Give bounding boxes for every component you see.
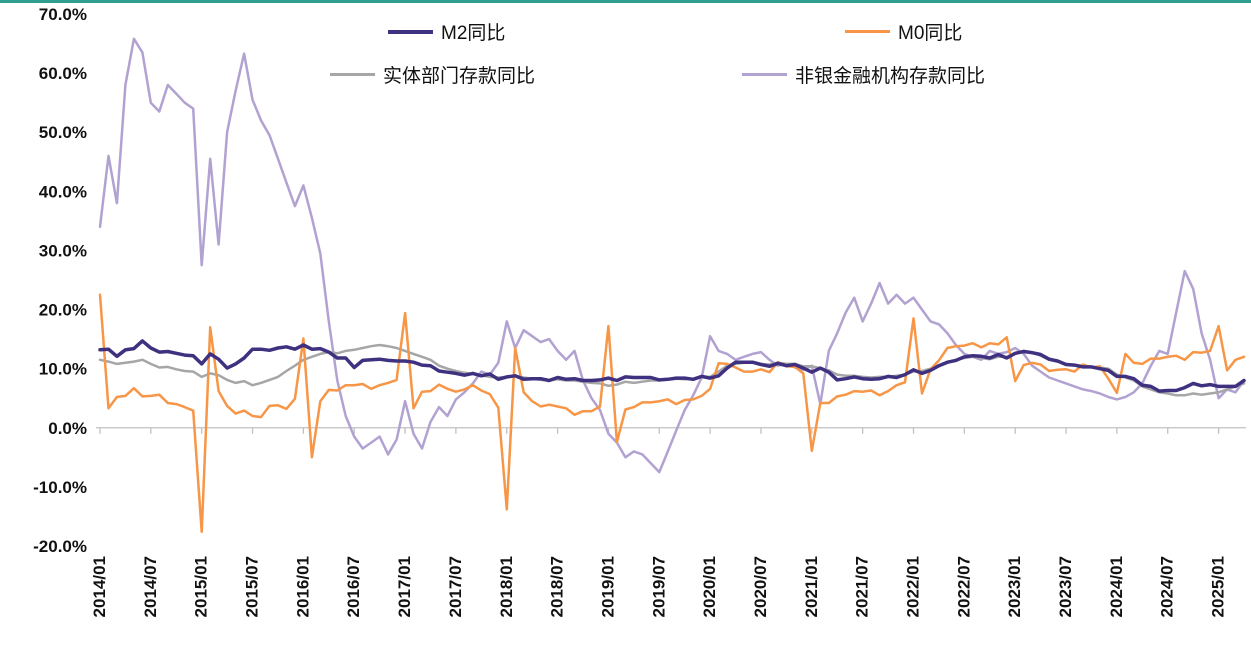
svg-text:40.0%: 40.0% <box>39 182 87 201</box>
legend-label-nonbank-deposits: 非银金融机构存款同比 <box>795 66 986 87</box>
svg-text:2022/01: 2022/01 <box>904 556 923 617</box>
svg-text:2018/01: 2018/01 <box>497 556 516 617</box>
top-border-line <box>0 0 1251 3</box>
svg-text:10.0%: 10.0% <box>39 360 87 379</box>
svg-text:0.0%: 0.0% <box>48 419 87 438</box>
svg-text:2021/01: 2021/01 <box>802 556 821 617</box>
svg-text:2017/07: 2017/07 <box>446 556 465 617</box>
svg-text:2023/01: 2023/01 <box>1005 556 1024 617</box>
svg-text:2020/07: 2020/07 <box>751 556 770 617</box>
svg-text:2017/01: 2017/01 <box>395 556 414 617</box>
svg-text:30.0%: 30.0% <box>39 241 87 260</box>
svg-text:2015/07: 2015/07 <box>243 556 262 617</box>
svg-text:20.0%: 20.0% <box>39 301 87 320</box>
svg-text:2019/07: 2019/07 <box>649 556 668 617</box>
svg-text:2016/01: 2016/01 <box>293 556 312 617</box>
svg-text:-20.0%: -20.0% <box>33 537 87 556</box>
svg-text:2014/07: 2014/07 <box>141 556 160 617</box>
legend-item-real-sector-deposits: 实体部门存款同比 <box>330 61 535 88</box>
legend-label-m2: M2同比 <box>441 23 506 44</box>
svg-text:2018/07: 2018/07 <box>548 556 567 617</box>
svg-text:70.0%: 70.0% <box>39 5 87 24</box>
svg-text:2014/01: 2014/01 <box>90 556 109 617</box>
legend-label-real-sector-deposits: 实体部门存款同比 <box>383 66 536 87</box>
legend-swatch-nonbank-deposits <box>742 73 787 76</box>
svg-text:2024/07: 2024/07 <box>1158 556 1177 617</box>
svg-text:2020/01: 2020/01 <box>700 556 719 617</box>
svg-text:2023/07: 2023/07 <box>1056 556 1075 617</box>
legend-swatch-m2 <box>388 29 433 34</box>
legend-swatch-real-sector-deposits <box>330 73 375 76</box>
svg-text:2015/01: 2015/01 <box>192 556 211 617</box>
legend-item-m0: M0同比 <box>845 18 962 45</box>
svg-text:2021/07: 2021/07 <box>853 556 872 617</box>
legend-item-nonbank-deposits: 非银金融机构存款同比 <box>742 61 985 88</box>
legend-item-m2: M2同比 <box>388 18 505 45</box>
svg-text:2025/01: 2025/01 <box>1209 556 1228 617</box>
svg-text:50.0%: 50.0% <box>39 123 87 142</box>
svg-text:2024/01: 2024/01 <box>1107 556 1126 617</box>
svg-text:2019/01: 2019/01 <box>598 556 617 617</box>
svg-text:2022/07: 2022/07 <box>954 556 973 617</box>
legend-swatch-m0 <box>845 30 890 33</box>
legend-label-m0: M0同比 <box>898 23 963 44</box>
svg-text:60.0%: 60.0% <box>39 64 87 83</box>
svg-text:2016/07: 2016/07 <box>344 556 363 617</box>
svg-text:-10.0%: -10.0% <box>33 478 87 497</box>
